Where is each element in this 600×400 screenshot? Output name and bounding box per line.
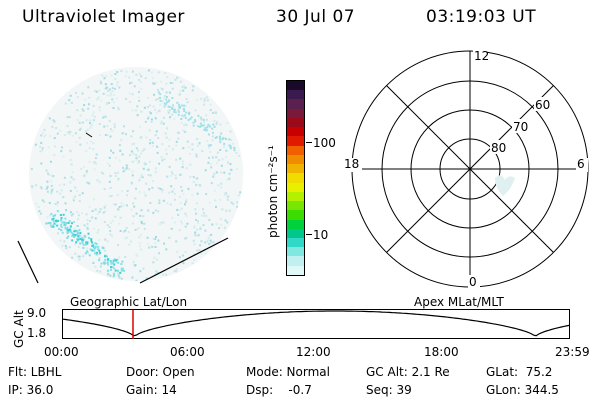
gc-alt-info: GC Alt: 2.1 Re: [366, 365, 450, 379]
mlt-label-18: 18: [344, 157, 359, 171]
date-label: 30 Jul 07: [276, 7, 356, 27]
mode-info: Mode: Normal: [246, 365, 330, 379]
dsp-info: Dsp: -0.7: [246, 383, 312, 397]
instrument-title: Ultraviolet Imager: [22, 7, 185, 27]
lat-label-80: 80: [491, 141, 506, 155]
mlt-label-0: 0: [469, 275, 477, 289]
gain-info: Gain: 14: [126, 383, 177, 397]
colorbar: [286, 80, 305, 276]
colorbar-tick-10: [306, 234, 312, 235]
door-info: Door: Open: [126, 365, 195, 379]
y-tick-label-9: 9.0: [27, 306, 47, 320]
altitude-plot: [62, 309, 570, 339]
colorbar-tick-label-10: 10: [313, 228, 329, 242]
geographic-image: [17, 67, 243, 284]
time-label: 03:19:03 UT: [426, 7, 537, 27]
x-tick-label-0600: 06:00: [170, 345, 205, 359]
x-tick-label-1200: 12:00: [296, 345, 331, 359]
filter-info: Flt: LBHL: [8, 365, 62, 379]
y-axis-label: GC Alt: [12, 310, 26, 348]
glat-info: GLat: 75.2: [486, 365, 553, 379]
mlt-label-12: 12: [474, 50, 489, 63]
colorbar-tick-100: [306, 142, 312, 143]
x-tick-label-1800: 18:00: [424, 345, 459, 359]
glon-info: GLon: 344.5: [486, 383, 559, 397]
apex-label: Apex MLat/MLT: [414, 295, 504, 309]
colorbar-label: photon cm⁻²s⁻¹: [266, 145, 280, 238]
altitude-curve: [62, 310, 570, 337]
x-tick-label-0000: 00:00: [44, 345, 79, 359]
ip-info: IP: 36.0: [8, 383, 54, 397]
lat-label-60: 60: [535, 98, 550, 112]
polar-plot: 12 0 18 6 60 70 80: [342, 50, 589, 289]
x-tick-label-2359: 23:59: [555, 345, 590, 359]
seq-info: Seq: 39: [366, 383, 412, 397]
polar-aurora-patch: [495, 175, 515, 196]
y-tick-label-1_8: 1.8: [27, 326, 47, 340]
colorbar-tick-label-100: 100: [313, 136, 336, 150]
lat-label-70: 70: [513, 120, 528, 134]
mlt-label-6: 6: [577, 157, 585, 171]
geographic-label: Geographic Lat/Lon: [70, 295, 188, 309]
